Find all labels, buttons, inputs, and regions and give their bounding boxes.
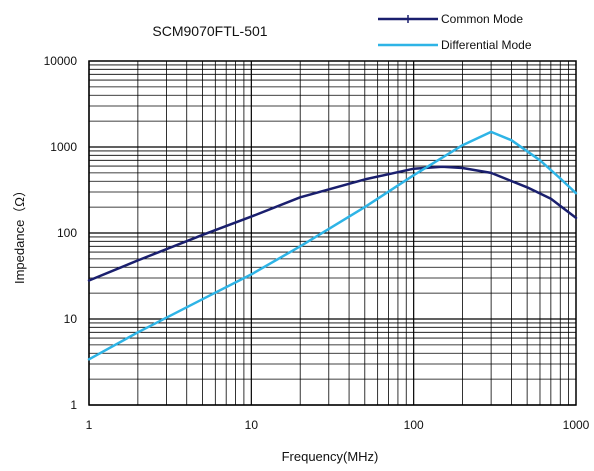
- chart-title: SCM9070FTL-501: [152, 23, 267, 39]
- x-axis-title: Frequency(MHz): [282, 449, 379, 464]
- y-axis-title: Impedance（Ω）: [12, 184, 27, 284]
- y-tick-label: 10000: [44, 54, 78, 68]
- y-tick-label: 100: [57, 226, 77, 240]
- x-tick-label: 100: [404, 418, 424, 432]
- x-tick-label: 1000: [563, 418, 590, 432]
- legend-label-common-mode: Common Mode: [441, 12, 523, 26]
- y-tick-label: 1: [70, 398, 77, 412]
- x-tick-label: 1: [86, 418, 93, 432]
- y-tick-label: 1000: [50, 140, 77, 154]
- legend-label-differential-mode: Differential Mode: [441, 38, 532, 52]
- x-tick-label: 10: [245, 418, 259, 432]
- y-tick-label: 10: [64, 312, 78, 326]
